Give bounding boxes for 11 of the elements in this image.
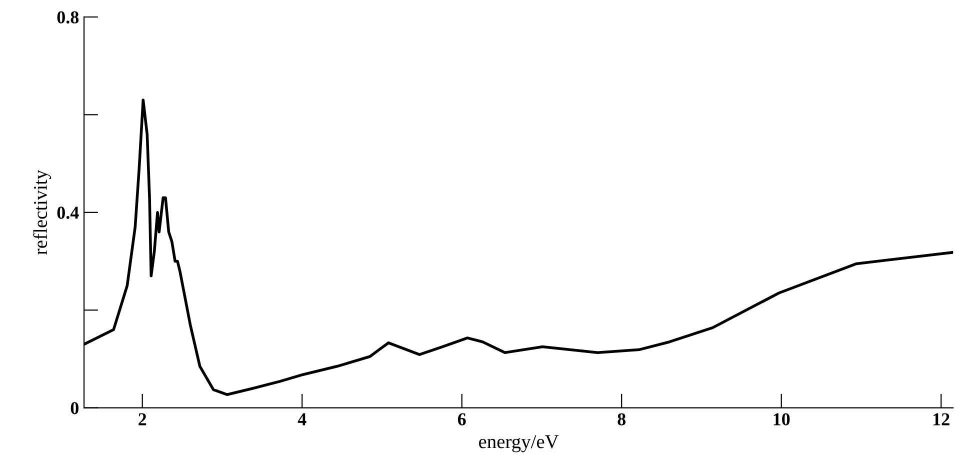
y-tick-label: 0.4 (57, 206, 79, 219)
x-tick-label: 8 (618, 413, 626, 426)
x-tick-label: 4 (298, 413, 306, 426)
x-axis-title: energy/eV (479, 435, 559, 452)
y-axis-title: reflectivity (33, 170, 52, 255)
x-tick-label: 6 (458, 413, 466, 426)
x-tick-label: 2 (138, 413, 146, 426)
x-tick-label: 10 (774, 413, 790, 426)
y-tick-label: 0.8 (57, 11, 79, 24)
x-tick-label: 12 (934, 413, 950, 426)
y-tick-label: 0 (70, 402, 78, 414)
